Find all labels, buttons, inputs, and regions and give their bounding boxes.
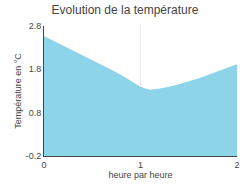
svg-text:2: 2 bbox=[234, 160, 239, 170]
svg-text:2.8: 2.8 bbox=[29, 21, 42, 31]
svg-text:0.8: 0.8 bbox=[29, 108, 42, 118]
svg-text:1.8: 1.8 bbox=[29, 64, 42, 74]
svg-text:Température en °C: Température en °C bbox=[13, 53, 23, 129]
svg-text:0: 0 bbox=[41, 160, 46, 170]
svg-text:-0.2: -0.2 bbox=[26, 151, 42, 161]
svg-text:Evolution de la température: Evolution de la température bbox=[52, 3, 199, 17]
svg-text:heure par heure: heure par heure bbox=[108, 170, 172, 180]
svg-text:1: 1 bbox=[138, 160, 143, 170]
